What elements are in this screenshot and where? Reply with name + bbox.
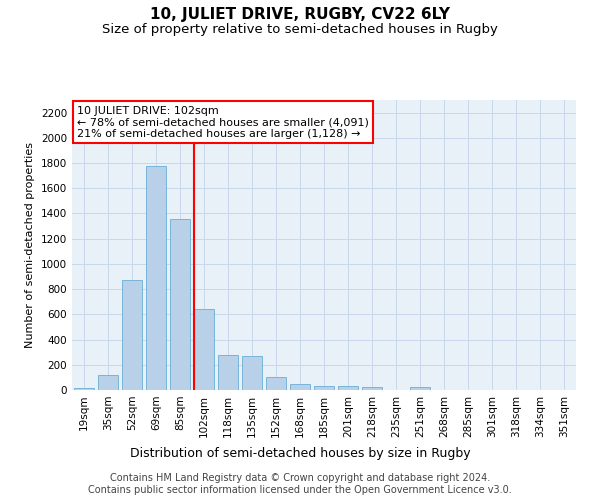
Text: Size of property relative to semi-detached houses in Rugby: Size of property relative to semi-detach… xyxy=(102,22,498,36)
Text: Distribution of semi-detached houses by size in Rugby: Distribution of semi-detached houses by … xyxy=(130,448,470,460)
Bar xyxy=(242,356,262,390)
Text: 10, JULIET DRIVE, RUGBY, CV22 6LY: 10, JULIET DRIVE, RUGBY, CV22 6LY xyxy=(150,8,450,22)
Bar xyxy=(218,356,238,390)
Bar xyxy=(74,388,94,390)
Bar xyxy=(146,166,166,390)
Text: 10 JULIET DRIVE: 102sqm
← 78% of semi-detached houses are smaller (4,091)
21% of: 10 JULIET DRIVE: 102sqm ← 78% of semi-de… xyxy=(77,106,369,139)
Bar xyxy=(338,386,358,390)
Text: Contains HM Land Registry data © Crown copyright and database right 2024.
Contai: Contains HM Land Registry data © Crown c… xyxy=(88,474,512,495)
Y-axis label: Number of semi-detached properties: Number of semi-detached properties xyxy=(25,142,35,348)
Bar xyxy=(170,218,190,390)
Bar xyxy=(98,375,118,390)
Bar xyxy=(194,308,214,390)
Bar xyxy=(266,378,286,390)
Bar xyxy=(410,388,430,390)
Bar xyxy=(290,384,310,390)
Bar xyxy=(362,388,382,390)
Bar xyxy=(122,280,142,390)
Bar xyxy=(314,386,334,390)
